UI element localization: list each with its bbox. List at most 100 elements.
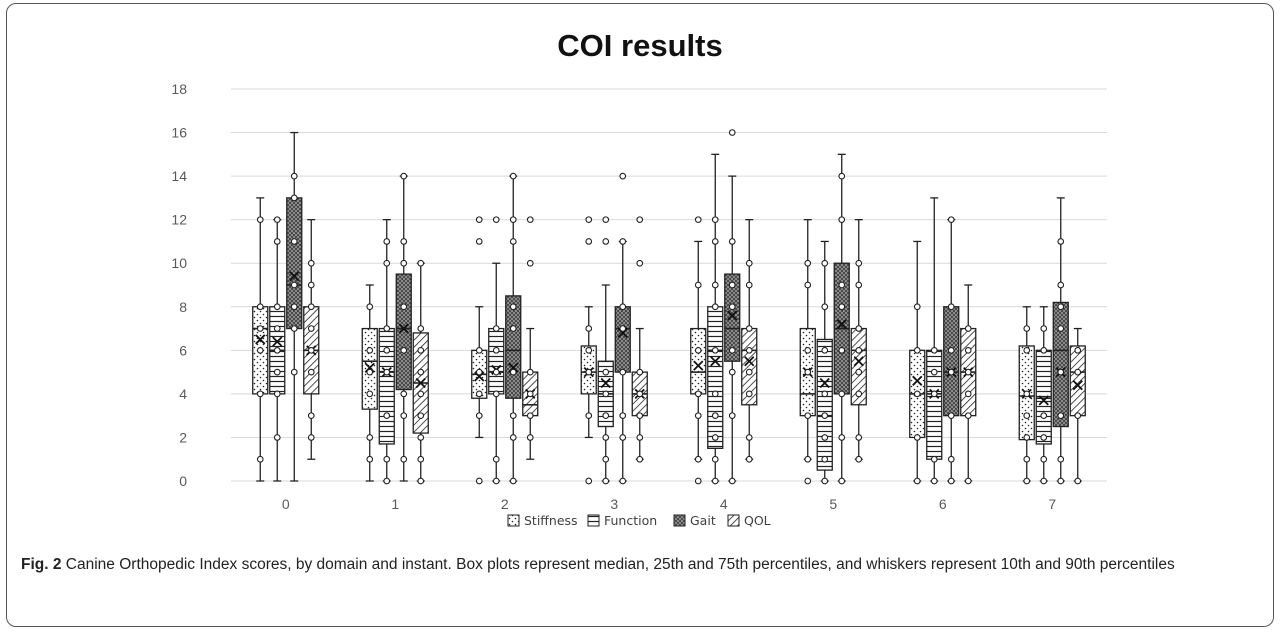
box-function-4 [707,153,724,485]
mean-marker [693,360,704,371]
box-qol-1 [412,259,429,485]
data-point [947,455,955,463]
data-point [400,259,408,267]
box-body [707,306,724,449]
data-point [475,368,483,376]
box-qol-7 [1069,327,1086,485]
data-point [855,259,863,267]
data-point [745,390,753,398]
box-function-2 [488,216,505,485]
y-tick-label: 12 [171,212,187,228]
data-point [619,412,627,420]
data-point [273,216,281,224]
data-point [475,346,483,354]
data-point [636,259,644,267]
data-point [492,477,500,485]
data-point [256,346,264,354]
box-qol-0 [303,219,320,460]
legend-swatch-function [587,514,600,527]
data-point [838,172,846,180]
box-function-7 [1035,306,1052,485]
x-tick-label: 7 [1048,496,1056,512]
data-point [290,281,298,289]
data-point [728,281,736,289]
data-point [964,412,972,420]
data-point [273,368,281,376]
gridlines [231,88,1107,482]
data-point [636,216,644,224]
data-point [619,368,627,376]
mean-marker [853,356,864,367]
mean-marker [836,319,847,330]
box-body [690,327,707,395]
data-point [636,434,644,441]
data-point [636,368,644,376]
y-tick-label: 2 [179,429,187,445]
data-point [745,281,753,289]
data-point [509,238,517,245]
data-point [383,455,391,463]
data-point [366,434,374,441]
box-qol-3 [631,216,648,463]
data-point [256,216,264,224]
data-point [492,346,500,354]
legend-item-function: Function [587,513,657,528]
data-point [711,412,719,420]
data-point [1023,390,1031,398]
box-body [943,306,960,417]
caption-text: Canine Orthopedic Index scores, by domai… [65,556,1175,573]
data-point [728,412,736,420]
data-point [619,434,627,441]
data-point [728,129,736,136]
data-point [745,455,753,463]
data-point [417,434,425,441]
data-point [602,412,610,420]
data-point [855,346,863,354]
data-point [838,477,846,485]
data-point [728,238,736,245]
data-point [585,412,593,420]
data-point [417,368,425,376]
category-group-4 [690,129,758,485]
data-point [913,390,921,398]
data-point [509,172,517,180]
chart-title: COI results [557,28,722,63]
data-point [290,303,298,311]
data-point [383,259,391,267]
box-gait-3 [614,172,631,485]
data-point [619,325,627,332]
box-gait-2 [505,172,522,485]
y-tick-label: 0 [179,473,187,489]
data-point [1057,325,1065,332]
data-point [602,390,610,398]
data-point [366,390,374,398]
data-point [1057,303,1065,311]
legend-label-stiffness: Stiffness [524,513,578,528]
data-point [804,477,812,485]
data-point [1057,281,1065,289]
data-point [711,477,719,485]
category-group-2 [471,172,539,485]
data-point [964,346,972,354]
data-point [694,216,702,224]
data-point [711,346,719,354]
data-point [509,434,517,441]
data-point [745,434,753,441]
data-point [745,368,753,376]
mean-marker [600,377,611,389]
data-point [821,303,829,311]
data-point [636,412,644,420]
data-point [964,477,972,485]
data-point [711,281,719,289]
data-point [947,216,955,224]
data-point [383,368,391,376]
data-point [1023,477,1031,485]
data-point [711,303,719,311]
mean-marker [415,377,426,389]
data-point [307,434,315,441]
box-qol-2 [522,216,539,460]
data-point [400,412,408,420]
x-tick-label: 6 [939,496,947,512]
y-tick-label: 8 [179,299,187,315]
